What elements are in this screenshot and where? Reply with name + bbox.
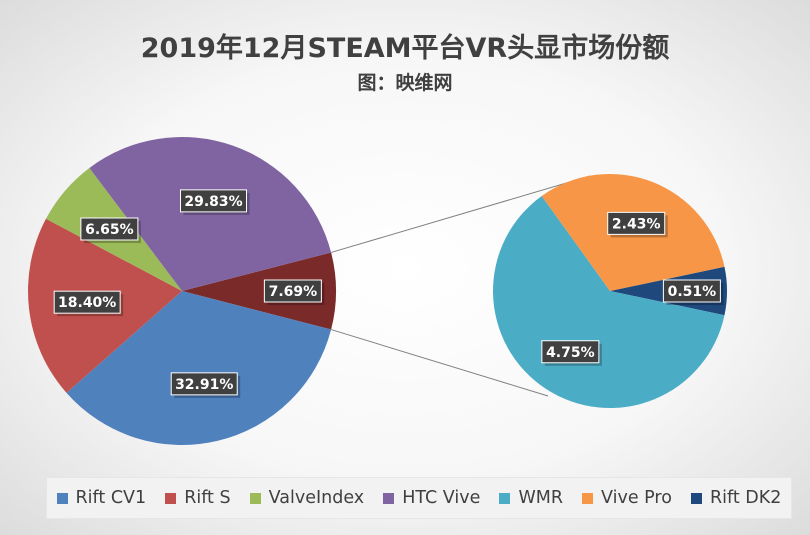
pie-slice-htc-vive bbox=[89, 137, 332, 291]
legend-item-rift-s: Rift S bbox=[165, 488, 231, 508]
legend-item-rift-cv1: Rift CV1 bbox=[56, 488, 147, 508]
svg-text:7.69%: 7.69% bbox=[269, 284, 318, 300]
chart-subtitle: 图：映维网 bbox=[357, 72, 453, 94]
connector-lines bbox=[330, 175, 591, 397]
data-label-htc-vive: 29.83% bbox=[180, 189, 250, 215]
data-label-rift-s: 18.40% bbox=[53, 290, 124, 317]
legend-swatch bbox=[165, 492, 177, 504]
svg-text:18.40%: 18.40% bbox=[58, 295, 116, 311]
data-label-vive-pro: 2.43% bbox=[607, 211, 668, 238]
legend-item-rift-dk2: Rift DK2 bbox=[691, 488, 781, 508]
svg-text:0.51%: 0.51% bbox=[668, 284, 717, 300]
legend-label: Rift S bbox=[184, 488, 231, 508]
legend-swatch bbox=[56, 492, 68, 504]
legend-item-valveindex: ValveIndex bbox=[249, 488, 365, 508]
legend-label: ValveIndex bbox=[268, 488, 365, 508]
data-label-other: 7.69% bbox=[263, 279, 325, 305]
connector-line-top bbox=[330, 175, 591, 253]
svg-text:29.83%: 29.83% bbox=[184, 194, 242, 210]
svg-text:6.65%: 6.65% bbox=[85, 222, 134, 238]
legend-item-wmr: WMR bbox=[499, 488, 563, 508]
data-labels: 7.69% 32.91% 18.40% 6.65% 29.83% 0.51% 4.75% 2.… bbox=[53, 189, 724, 398]
legend-item-vive-pro: Vive Pro bbox=[582, 488, 672, 508]
legend-swatch bbox=[249, 492, 261, 504]
pie-slice-rift-cv1 bbox=[66, 291, 332, 445]
connector-line-bottom bbox=[330, 329, 549, 397]
legend-label: Rift CV1 bbox=[75, 488, 147, 508]
legend-label: HTC Vive bbox=[402, 488, 481, 508]
legend-swatch bbox=[383, 492, 395, 504]
data-label-valveindex: 6.65% bbox=[80, 217, 141, 243]
legend-label: Rift DK2 bbox=[710, 488, 782, 508]
chart-title: 2019年12月STEAM平台VR头显市场份额 bbox=[140, 33, 670, 64]
svg-text:2.43%: 2.43% bbox=[612, 216, 661, 232]
svg-text:4.75%: 4.75% bbox=[546, 345, 595, 361]
data-label-rift-cv1: 32.91% bbox=[170, 372, 241, 398]
legend-swatch bbox=[499, 492, 511, 504]
legend-swatch bbox=[691, 492, 702, 504]
data-label-wmr: 4.75% bbox=[541, 340, 602, 366]
data-label-rift-dk2: 0.51% bbox=[662, 279, 724, 305]
legend: Rift CV1 Rift S ValveIndex HTC Vive WMR Vive … bbox=[46, 477, 792, 519]
legend-label: WMR bbox=[518, 488, 563, 508]
svg-text:32.91%: 32.91% bbox=[175, 377, 233, 393]
legend-item-htc-vive: HTC Vive bbox=[383, 488, 480, 508]
legend-label: Vive Pro bbox=[601, 488, 672, 508]
legend-swatch bbox=[582, 492, 594, 504]
pie-slice-other bbox=[182, 252, 336, 330]
